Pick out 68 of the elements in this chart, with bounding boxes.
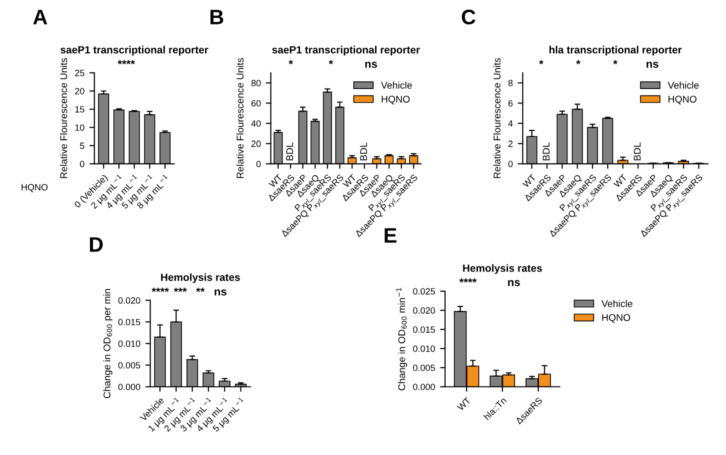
legend-label: Vehicle [668, 82, 699, 89]
y-axis-title: Change in OD$_{600}$ per min [103, 289, 112, 398]
y-tick-label: 4 [508, 120, 513, 127]
chart-title: saeP1 transcriptional reporter [272, 46, 420, 56]
text: * [328, 60, 334, 64]
legend-label: HQNO [602, 314, 630, 323]
text: * [539, 60, 544, 64]
y-tick-label: 20 [75, 88, 84, 94]
y-tick-label: 0.010 [413, 345, 435, 352]
text: **** [152, 288, 169, 292]
y-tick-label: 15 [75, 106, 84, 113]
y-tick-label: 0.000 [413, 384, 435, 390]
text: BDL [286, 142, 294, 160]
text: * [613, 60, 618, 64]
text: ** [196, 288, 205, 292]
y-tick-label: 20 [251, 140, 261, 147]
y-tick-label: 0 [508, 160, 513, 168]
y-axis-title: Relative Flourescence Units [236, 58, 244, 178]
text: *** [174, 288, 187, 292]
y-tick-label: 40 [251, 120, 261, 127]
text: A [33, 10, 48, 24]
y-tick-label: 5 [80, 142, 84, 149]
chart-title: hla transcriptional reporter [549, 46, 682, 56]
y-axis-title: Relative Flourescence Units [60, 58, 68, 178]
y-tick-label: 25 [75, 70, 84, 76]
text: * [576, 60, 580, 64]
y-tick-label: 0 [80, 160, 84, 168]
y-tick-label: 0.000 [118, 384, 140, 390]
text: BDL [360, 142, 367, 160]
y-tick-label: 0.005 [413, 364, 435, 371]
x-tick-label: WT [456, 396, 472, 411]
y-tick-label: 0 [256, 160, 261, 168]
text: ns [646, 62, 658, 68]
y-tick-label: 10 [75, 124, 84, 131]
y-tick-label: 0.015 [118, 318, 140, 326]
y-tick-label: 2 [508, 140, 513, 147]
y-tick-label: 0.025 [413, 288, 435, 295]
y-axis-title: Relative Flourescence Units [493, 58, 500, 178]
y-tick-label: 6 [508, 100, 513, 106]
text: **** [118, 60, 135, 64]
legend-label: Vehicle [601, 300, 632, 308]
text: E [384, 228, 396, 243]
y-tick-label: 0.020 [413, 307, 435, 314]
y-tick-label: 0.015 [413, 326, 435, 333]
chart-title: saeP1 transcriptional reporter [60, 46, 208, 56]
y-axis-title: Change in OD$_{600}$ min$^{−1}$ [396, 288, 408, 390]
legend-label: Vehicle [381, 82, 412, 89]
text: ns [214, 289, 226, 296]
text: C [462, 10, 476, 24]
text: BDL [542, 142, 550, 160]
chart-title: Hemolysis rates [463, 264, 542, 274]
x-axis-title: HQNO [22, 184, 48, 192]
legend-label: HQNO [382, 96, 410, 104]
text: ns [365, 62, 378, 68]
legend-label: HQNO [668, 96, 696, 104]
text: BDL [634, 142, 641, 160]
y-tick-label: 8 [508, 80, 513, 86]
y-tick-label: 60 [251, 100, 261, 106]
text: D [90, 237, 103, 252]
text: ns [508, 280, 520, 286]
chart-title: Hemolysis rates [161, 273, 240, 284]
text: B [210, 10, 224, 24]
y-tick-label: 0.010 [118, 340, 140, 347]
text: **** [459, 278, 477, 283]
text: * [288, 60, 293, 64]
y-tick-label: 0.020 [118, 297, 140, 304]
y-tick-label: 80 [251, 80, 261, 86]
y-tick-label: 0.005 [118, 362, 140, 368]
